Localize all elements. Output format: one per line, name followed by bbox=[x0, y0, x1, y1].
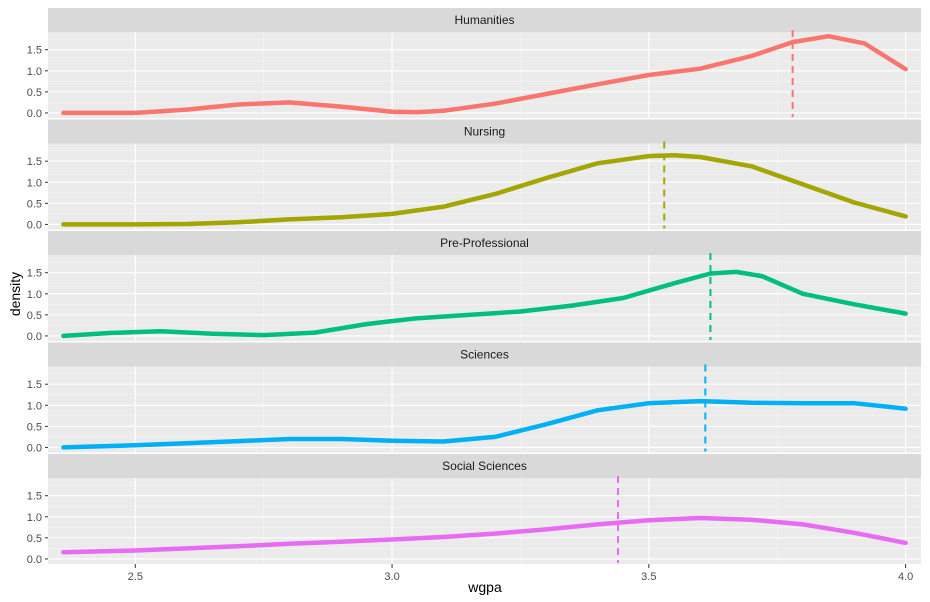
y-tick-label: 1.0 bbox=[27, 289, 42, 301]
facet-strip-label: Social Sciences bbox=[442, 459, 527, 473]
facet-strip-label: Pre-Professional bbox=[440, 236, 529, 250]
y-tick-label: 1.5 bbox=[27, 268, 42, 280]
panel-background bbox=[48, 255, 921, 341]
x-tick-label: 3.5 bbox=[641, 571, 656, 583]
x-tick-label: 4.0 bbox=[898, 571, 913, 583]
y-tick-label: 0.5 bbox=[27, 198, 42, 210]
y-tick-label: 0.0 bbox=[27, 554, 42, 566]
y-tick-label: 1.0 bbox=[27, 66, 42, 78]
facet-strip-label: Nursing bbox=[464, 125, 505, 139]
density-curve bbox=[61, 515, 908, 555]
y-tick-label: 0.5 bbox=[27, 421, 42, 433]
x-axis-title: wgpa bbox=[467, 579, 502, 595]
facet-panel: Pre-Professional 0.0 0.5 1.0 1.5 bbox=[27, 231, 921, 343]
y-tick-label: 1.5 bbox=[27, 45, 42, 57]
panel-background bbox=[48, 143, 921, 230]
y-tick-label: 0.0 bbox=[27, 108, 42, 120]
x-tick-label: 2.5 bbox=[128, 571, 143, 583]
y-tick-label: 0.0 bbox=[27, 442, 42, 454]
facet-strip bbox=[48, 8, 921, 32]
facet-panel: Nursing 0.0 0.5 1.0 1.5 bbox=[27, 119, 921, 231]
y-tick-label: 0.5 bbox=[27, 533, 42, 545]
density-curve bbox=[61, 398, 908, 450]
density-curve bbox=[61, 153, 908, 227]
facet-panel: Social Sciences 0.0 0.5 1.0 1.5 bbox=[27, 454, 921, 566]
x-tick-label: 3.0 bbox=[384, 571, 399, 583]
y-tick-label: 1.0 bbox=[27, 400, 42, 412]
facet-strip-label: Humanities bbox=[454, 13, 514, 27]
y-tick-label: 1.5 bbox=[27, 491, 42, 503]
y-tick-label: 1.0 bbox=[27, 512, 42, 524]
facet-strip bbox=[48, 454, 921, 478]
y-axis-title: density bbox=[7, 272, 23, 316]
facet-strip bbox=[48, 119, 921, 144]
y-tick-label: 0.5 bbox=[27, 87, 42, 99]
y-tick-label: 1.5 bbox=[27, 156, 42, 168]
facet-panels: Humanities 0.0 0.5 1.0 1.5 Nursing 0.0 0.5 1.0 1.… bbox=[27, 8, 921, 566]
density-curve bbox=[61, 269, 908, 339]
facet-strip bbox=[48, 231, 921, 255]
facet-strip bbox=[48, 342, 921, 367]
y-tick-label: 0.0 bbox=[27, 219, 42, 231]
y-tick-label: 0.5 bbox=[27, 310, 42, 322]
y-tick-label: 0.0 bbox=[27, 331, 42, 343]
facet-panel: Humanities 0.0 0.5 1.0 1.5 bbox=[27, 8, 921, 120]
facet-panel: Sciences 0.0 0.5 1.0 1.5 bbox=[27, 342, 921, 454]
x-axis: 2.5 3.0 3.5 4.0 bbox=[128, 564, 913, 583]
y-tick-label: 1.0 bbox=[27, 177, 42, 189]
y-tick-label: 1.5 bbox=[27, 379, 42, 391]
facet-strip-label: Sciences bbox=[460, 348, 509, 362]
